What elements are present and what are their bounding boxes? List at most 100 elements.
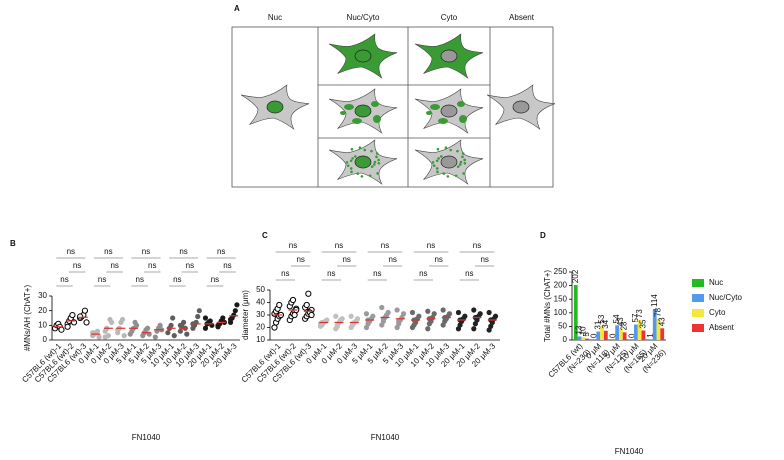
- cyto-dot: [370, 165, 374, 168]
- value-label: 114: [650, 294, 659, 307]
- cyto-blob: [344, 104, 354, 110]
- significance-label: ns: [104, 247, 112, 256]
- nucleus: [512, 100, 530, 114]
- data-point: [96, 334, 102, 340]
- cyto-dot: [372, 163, 376, 166]
- y-tick-label: 0: [43, 335, 48, 344]
- value-label: 0: [627, 333, 636, 338]
- y-tick-label: 10: [38, 320, 47, 329]
- data-point: [425, 308, 431, 314]
- bar: [637, 320, 642, 340]
- significance-label: ns: [327, 269, 335, 278]
- y-tick-label: 50: [256, 285, 265, 294]
- y-axis-label: diameter (μm): [241, 290, 250, 340]
- data-point: [413, 319, 419, 326]
- data-point: [471, 307, 477, 313]
- cyto-dot: [349, 167, 353, 170]
- cyto-blob: [438, 118, 448, 124]
- bar: [660, 328, 665, 340]
- bar: [641, 330, 646, 340]
- cyto-blob: [373, 115, 381, 123]
- cyto-dot: [461, 152, 465, 155]
- value-label: 43: [616, 317, 625, 326]
- data-point: [121, 333, 127, 339]
- grid-frame: [231, 26, 554, 188]
- cyto-dot: [463, 158, 466, 162]
- value-label: 13: [575, 325, 584, 334]
- significance-label: ns: [98, 275, 106, 284]
- nucleus: [354, 104, 372, 118]
- cyto-dot: [354, 155, 357, 158]
- cyto-dot: [431, 161, 435, 164]
- cyto-dot: [350, 147, 354, 151]
- cyto-dot: [358, 146, 362, 150]
- data-point: [396, 318, 402, 324]
- bar: [603, 330, 608, 340]
- significance-label: ns: [388, 255, 396, 264]
- nucleus: [354, 155, 372, 169]
- significance-label: ns: [73, 261, 81, 270]
- legend-label: Nuc: [709, 278, 723, 287]
- data-point: [339, 316, 345, 322]
- y-tick-label: 10: [256, 335, 265, 344]
- data-point: [446, 311, 453, 317]
- significance-label: ns: [419, 269, 427, 278]
- value-label: 10: [578, 326, 587, 335]
- significance-label: ns: [142, 247, 150, 256]
- data-point: [477, 311, 483, 317]
- y-tick-label: 250: [554, 267, 568, 276]
- cyto-dot: [363, 148, 367, 152]
- significance-label: ns: [381, 241, 389, 250]
- data-point: [462, 313, 468, 319]
- x-axis-label: FN1040: [132, 433, 161, 442]
- cyto-blob: [352, 118, 362, 124]
- significance-label: ns: [223, 261, 231, 270]
- data-point: [455, 309, 462, 316]
- y-tick-label: 20: [38, 306, 47, 315]
- data-point: [207, 318, 213, 324]
- significance-label: ns: [480, 255, 488, 264]
- panel-label: D: [540, 231, 546, 240]
- cyto-blob: [426, 111, 432, 115]
- significance-label: ns: [289, 241, 297, 250]
- data-point: [134, 322, 140, 328]
- value-label: 5: [582, 332, 591, 337]
- data-point: [202, 325, 209, 331]
- data-point: [83, 319, 90, 326]
- cyto-dot: [436, 170, 439, 174]
- cyto-blob: [340, 111, 346, 115]
- data-point: [348, 313, 354, 319]
- bar: [596, 331, 601, 340]
- data-point: [152, 334, 158, 340]
- data-point: [58, 326, 65, 333]
- data-point: [276, 301, 283, 309]
- data-point: [109, 319, 115, 325]
- data-point: [486, 309, 492, 316]
- significance-label: ns: [136, 275, 144, 284]
- cyto-dot: [375, 155, 378, 159]
- data-point: [400, 311, 407, 317]
- value-label: 31: [593, 320, 602, 329]
- data-point: [168, 322, 174, 328]
- y-axis-label: #MNs/AH (ChAT+): [23, 285, 32, 352]
- data-point: [177, 322, 183, 328]
- data-point: [303, 301, 310, 309]
- x-axis-label: FN1040: [371, 433, 400, 442]
- value-label: 0: [590, 333, 599, 338]
- data-point: [232, 308, 238, 314]
- data-point: [184, 331, 190, 337]
- panel-label: A: [234, 4, 240, 13]
- data-point: [145, 325, 151, 331]
- cyto-dot: [432, 164, 436, 167]
- legend-swatch: [692, 309, 704, 317]
- legend-swatch: [692, 294, 704, 302]
- data-point: [195, 313, 201, 320]
- data-point: [69, 311, 76, 319]
- significance-label: ns: [373, 269, 381, 278]
- cyto-dot: [435, 159, 439, 163]
- cyto-dot: [444, 146, 448, 150]
- cyto-dot: [449, 148, 453, 152]
- data-point: [431, 311, 437, 317]
- bar: [581, 337, 586, 340]
